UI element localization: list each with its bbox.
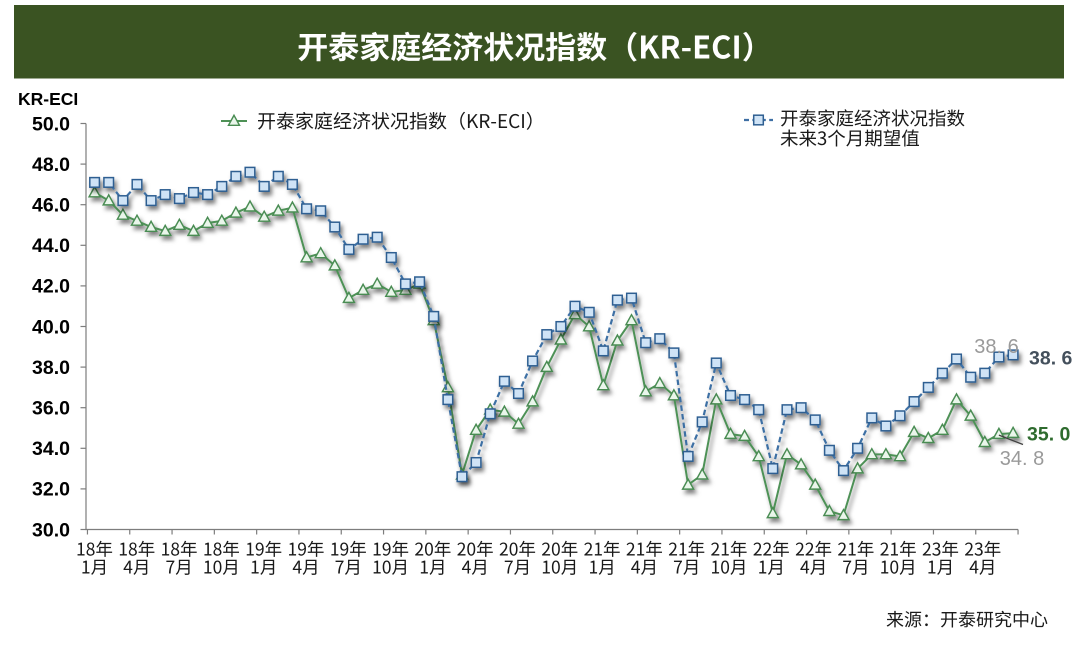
svg-text:38. 6: 38. 6 <box>1029 348 1073 370</box>
svg-text:34.0: 34.0 <box>32 438 70 460</box>
svg-text:36.0: 36.0 <box>32 398 70 420</box>
svg-text:42.0: 42.0 <box>32 276 70 298</box>
svg-text:46.0: 46.0 <box>32 195 70 217</box>
svg-text:44.0: 44.0 <box>32 235 70 257</box>
svg-text:38.0: 38.0 <box>32 357 70 379</box>
svg-text:40.0: 40.0 <box>32 316 70 338</box>
svg-text:KR-ECI: KR-ECI <box>18 89 78 109</box>
svg-text:50.0: 50.0 <box>32 113 70 135</box>
svg-text:30.0: 30.0 <box>32 519 70 541</box>
svg-text:48.0: 48.0 <box>32 154 70 176</box>
svg-text:35. 0: 35. 0 <box>1027 424 1071 446</box>
svg-text:38. 6: 38. 6 <box>974 336 1018 358</box>
svg-text:34. 8: 34. 8 <box>1000 448 1044 470</box>
svg-text:32.0: 32.0 <box>32 479 70 501</box>
